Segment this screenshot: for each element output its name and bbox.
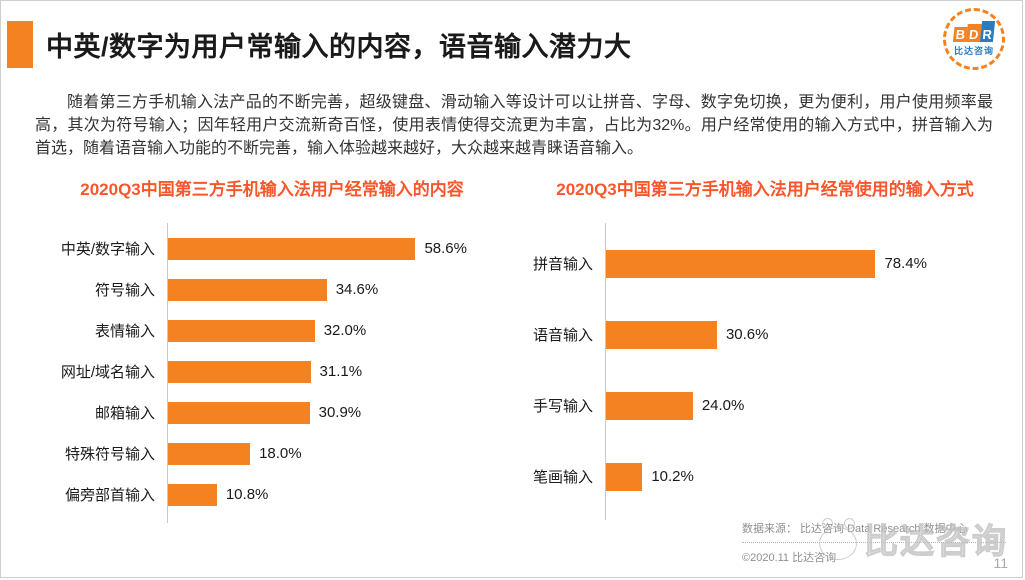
bar-track: 18.0% — [167, 433, 467, 474]
header: 中英/数字为用户常输入的内容，语音输入潜力大 — [7, 21, 632, 68]
category-label: 语音输入 — [532, 327, 593, 344]
value-label: 24.0% — [701, 397, 745, 414]
category-label: 手写输入 — [532, 398, 593, 415]
value-label: 32.0% — [323, 322, 367, 339]
intro-paragraph: 随着第三方手机输入法产品的不断完善，超级键盘、滑动输入等设计可以让拼音、字母、数… — [35, 94, 993, 157]
bar — [167, 442, 251, 465]
data-source-text: 数据来源： 比达咨询 Data Research 数据中心 — [742, 520, 1006, 543]
bar-track: 10.2% — [605, 441, 927, 512]
value-label: 18.0% — [259, 445, 302, 462]
bar-row: 表情输入 32.0% — [37, 310, 507, 351]
bar-row: 邮箱输入 30.9% — [37, 392, 507, 433]
title-accent-block — [7, 21, 33, 68]
category-label: 笔画输入 — [532, 469, 593, 486]
chart-rows: 中英/数字输入 58.6% 符号输入 34.6% 表情输入 32.0% 网址/域名输入 31.… — [37, 223, 507, 523]
bar-track: 30.6% — [605, 299, 927, 370]
bar-track: 78.4% — [605, 228, 927, 299]
value-label: 31.1% — [319, 363, 363, 380]
bar-row: 手写输入 24.0% — [521, 370, 1009, 441]
category-label: 拼音输入 — [532, 256, 593, 273]
category-label: 邮箱输入 — [94, 405, 155, 422]
value-label: 78.4% — [884, 255, 927, 272]
category-label: 特殊符号输入 — [64, 446, 155, 463]
logo-letter-r: R — [979, 21, 996, 42]
chart-title: 2020Q3中国第三方手机输入法用户经常使用的输入方式 — [556, 180, 974, 199]
bar-row: 语音输入 30.6% — [521, 299, 1009, 370]
bar-row: 笔画输入 10.2% — [521, 441, 1009, 512]
bar-track: 30.9% — [167, 392, 467, 433]
category-label: 偏旁部首输入 — [64, 487, 155, 504]
bar — [167, 483, 217, 506]
chart-input-content: 2020Q3中国第三方手机输入法用户经常输入的内容 中英/数字输入 58.6% 符号… — [37, 175, 507, 523]
bar — [167, 319, 315, 342]
logo-dotted-circle-icon: B D R 比达咨询 — [943, 8, 1005, 70]
y-axis-line — [167, 223, 168, 523]
logo-flags-icon: B D R — [952, 21, 996, 42]
value-label: 30.9% — [318, 404, 362, 421]
bar — [167, 278, 327, 301]
bar-track: 31.1% — [167, 351, 467, 392]
bdr-logo: B D R 比达咨询 — [943, 8, 1009, 74]
chart-title: 2020Q3中国第三方手机输入法用户经常输入的内容 — [80, 180, 464, 199]
bar-track: 10.8% — [167, 474, 467, 515]
value-label: 30.6% — [725, 326, 769, 343]
bar-row: 网址/域名输入 31.1% — [37, 351, 507, 392]
bar-row: 偏旁部首输入 10.8% — [37, 474, 507, 515]
bar — [167, 360, 311, 383]
category-label: 符号输入 — [94, 282, 155, 299]
page-number: 11 — [993, 555, 1008, 571]
charts-area: 2020Q3中国第三方手机输入法用户经常输入的内容 中英/数字输入 58.6% 符号… — [37, 175, 1009, 523]
value-label: 58.6% — [424, 240, 467, 257]
category-label: 中英/数字输入 — [60, 241, 155, 258]
bar — [605, 320, 717, 349]
bar-row: 拼音输入 78.4% — [521, 228, 1009, 299]
footer: 数据来源： 比达咨询 Data Research 数据中心 ©2020.11 比… — [742, 520, 1006, 565]
bar-track: 34.6% — [167, 269, 467, 310]
category-label: 网址/域名输入 — [60, 364, 155, 381]
bar-track: 32.0% — [167, 310, 467, 351]
value-label: 34.6% — [335, 281, 379, 298]
bar-row: 中英/数字输入 58.6% — [37, 228, 507, 269]
bar-row: 特殊符号输入 18.0% — [37, 433, 507, 474]
chart-rows: 拼音输入 78.4% 语音输入 30.6% 手写输入 24.0% 笔画输入 10.2% — [521, 223, 1009, 520]
value-label: 10.8% — [225, 486, 269, 503]
bar — [167, 237, 416, 260]
bar — [605, 249, 876, 278]
value-label: 10.2% — [651, 468, 694, 485]
bar-row: 符号输入 34.6% — [37, 269, 507, 310]
bar-track: 58.6% — [167, 228, 467, 269]
logo-company-name: 比达咨询 — [953, 46, 994, 56]
page-title: 中英/数字为用户常输入的内容，语音输入潜力大 — [46, 32, 632, 62]
chart-input-methods: 2020Q3中国第三方手机输入法用户经常使用的输入方式 拼音输入 78.4% 语音输… — [507, 175, 1009, 520]
y-axis-line — [605, 223, 606, 520]
bar — [605, 391, 693, 420]
bar — [167, 401, 310, 424]
category-label: 表情输入 — [94, 323, 155, 340]
bar — [605, 462, 643, 491]
copyright-text: ©2020.11 比达咨询 — [742, 552, 837, 564]
bar-track: 24.0% — [605, 370, 927, 441]
